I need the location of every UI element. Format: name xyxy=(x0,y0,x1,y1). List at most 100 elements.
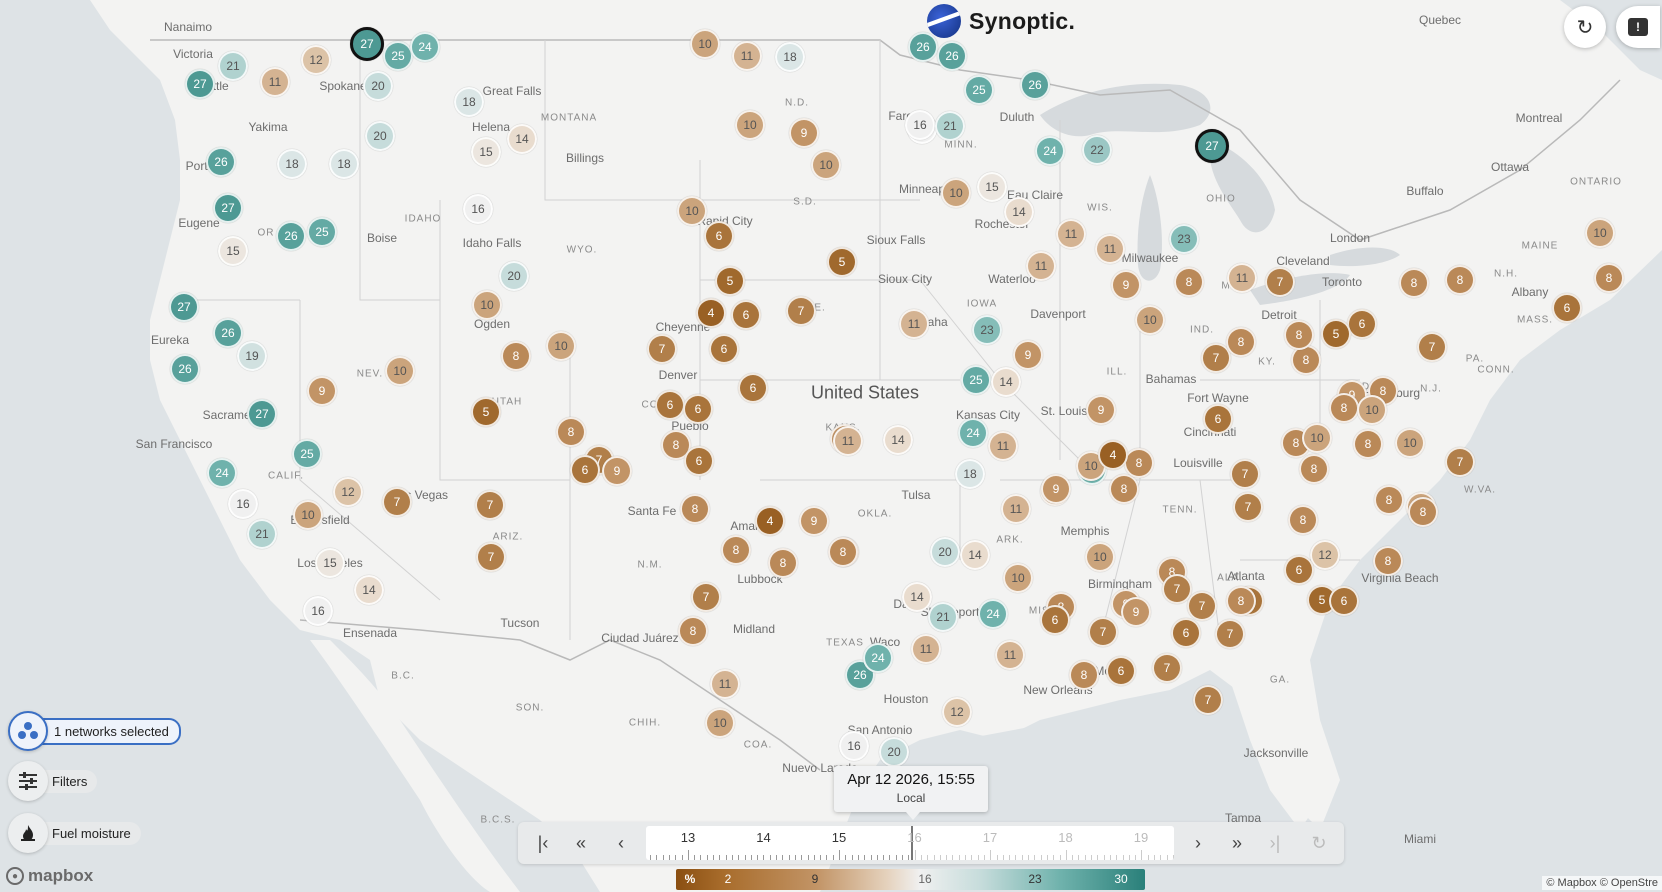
station-marker[interactable]: 10 xyxy=(1395,428,1425,458)
station-marker[interactable]: 8 xyxy=(1174,267,1204,297)
station-marker[interactable]: 7 xyxy=(786,296,816,326)
station-marker[interactable]: 8 xyxy=(501,341,531,371)
station-marker[interactable]: 8 xyxy=(1299,454,1329,484)
station-marker[interactable]: 24 xyxy=(207,458,237,488)
station-marker[interactable]: 4 xyxy=(1098,440,1128,470)
station-marker[interactable]: 7 xyxy=(1417,332,1447,362)
station-marker[interactable]: 9 xyxy=(1121,597,1151,627)
station-marker[interactable]: 10 xyxy=(811,150,841,180)
station-marker[interactable]: 7 xyxy=(1445,447,1475,477)
station-marker[interactable]: 8 xyxy=(1288,505,1318,535)
filters-control[interactable]: Filters xyxy=(8,761,98,801)
station-marker[interactable]: 16 xyxy=(839,731,869,761)
station-marker[interactable]: 9 xyxy=(789,118,819,148)
fire-icon[interactable] xyxy=(8,813,48,853)
station-marker[interactable]: 6 xyxy=(731,300,761,330)
station-marker[interactable]: 24 xyxy=(958,418,988,448)
station-marker[interactable]: 16 xyxy=(228,489,258,519)
station-marker[interactable]: 6 xyxy=(1329,586,1359,616)
station-marker[interactable]: 6 xyxy=(1284,555,1314,585)
station-marker[interactable]: 18 xyxy=(454,87,484,117)
station-marker[interactable]: 5 xyxy=(715,266,745,296)
station-marker[interactable]: 11 xyxy=(260,67,290,97)
station-marker[interactable]: 8 xyxy=(678,616,708,646)
station-marker[interactable]: 8 xyxy=(721,535,751,565)
variable-label[interactable]: Fuel moisture xyxy=(30,821,141,845)
station-marker[interactable]: 15 xyxy=(471,137,501,167)
station-marker[interactable]: 21 xyxy=(218,51,248,81)
station-marker[interactable]: 9 xyxy=(307,376,337,406)
station-marker[interactable]: 7 xyxy=(1265,267,1295,297)
station-marker[interactable]: 25 xyxy=(383,41,413,71)
station-marker[interactable]: 10 xyxy=(735,110,765,140)
station-marker[interactable]: 15 xyxy=(218,236,248,266)
station-marker[interactable]: 8 xyxy=(768,548,798,578)
station-marker[interactable]: 6 xyxy=(683,394,713,424)
station-marker[interactable]: 7 xyxy=(1215,619,1245,649)
station-marker[interactable]: 10 xyxy=(705,708,735,738)
station-marker[interactable]: 7 xyxy=(382,487,412,517)
station-marker[interactable]: 8 xyxy=(1373,546,1403,576)
station-marker[interactable]: 10 xyxy=(1585,218,1615,248)
station-marker[interactable]: 11 xyxy=(710,669,740,699)
station-marker[interactable]: 7 xyxy=(1162,574,1192,604)
station-marker[interactable]: 6 xyxy=(704,221,734,251)
station-marker[interactable]: 8 xyxy=(1226,586,1256,616)
station-marker[interactable]: 27 xyxy=(247,399,277,429)
networks-control[interactable]: 1 networks selected xyxy=(8,711,181,751)
mapbox-logo[interactable]: ● mapbox xyxy=(6,866,93,886)
station-marker[interactable]: 6 xyxy=(738,373,768,403)
station-marker[interactable]: 7 xyxy=(1233,492,1263,522)
station-marker[interactable]: 10 xyxy=(677,196,707,226)
station-marker[interactable]: 5 xyxy=(1321,319,1351,349)
station-marker[interactable]: 25 xyxy=(307,217,337,247)
station-marker[interactable]: 7 xyxy=(691,582,721,612)
station-marker[interactable]: 27 xyxy=(1195,129,1229,163)
station-marker[interactable]: 11 xyxy=(988,431,1018,461)
station-marker[interactable]: 27 xyxy=(213,193,243,223)
station-marker[interactable]: 11 xyxy=(1095,234,1125,264)
station-marker[interactable]: 7 xyxy=(1230,459,1260,489)
feedback-button[interactable]: ! xyxy=(1616,6,1660,48)
station-marker[interactable]: 20 xyxy=(363,71,393,101)
station-marker[interactable]: 7 xyxy=(476,542,506,572)
station-marker[interactable]: 8 xyxy=(1374,485,1404,515)
filters-icon[interactable] xyxy=(8,761,48,801)
station-marker[interactable]: 10 xyxy=(1357,395,1387,425)
station-marker[interactable]: 6 xyxy=(570,455,600,485)
station-marker[interactable]: 14 xyxy=(991,367,1021,397)
station-marker[interactable]: 26 xyxy=(276,221,306,251)
station-marker[interactable]: 25 xyxy=(961,365,991,395)
station-marker[interactable]: 4 xyxy=(755,506,785,536)
station-marker[interactable]: 8 xyxy=(1445,265,1475,295)
station-marker[interactable]: 27 xyxy=(185,69,215,99)
station-marker[interactable]: 7 xyxy=(475,490,505,520)
station-marker[interactable]: 11 xyxy=(732,41,762,71)
station-marker[interactable]: 26 xyxy=(206,147,236,177)
station-marker[interactable]: 26 xyxy=(1020,70,1050,100)
station-marker[interactable]: 6 xyxy=(1106,656,1136,686)
station-marker[interactable]: 16 xyxy=(303,596,333,626)
station-marker[interactable]: 23 xyxy=(972,315,1002,345)
station-marker[interactable]: 8 xyxy=(1109,474,1139,504)
station-marker[interactable]: 7 xyxy=(1201,343,1231,373)
station-marker[interactable]: 24 xyxy=(1035,136,1065,166)
station-marker[interactable]: 10 xyxy=(941,178,971,208)
station-marker[interactable]: 24 xyxy=(410,32,440,62)
step-back-fast-button[interactable]: « xyxy=(566,828,596,858)
station-marker[interactable]: 14 xyxy=(1004,197,1034,227)
timeline-cursor[interactable] xyxy=(911,826,913,860)
station-marker[interactable]: 8 xyxy=(680,494,710,524)
station-marker[interactable]: 7 xyxy=(1187,591,1217,621)
station-marker[interactable]: 25 xyxy=(292,439,322,469)
networks-icon[interactable] xyxy=(8,711,48,751)
station-marker[interactable]: 10 xyxy=(690,29,720,59)
station-marker[interactable]: 18 xyxy=(329,149,359,179)
variable-control[interactable]: Fuel moisture xyxy=(8,813,141,853)
station-marker[interactable]: 11 xyxy=(1026,251,1056,281)
station-marker[interactable]: 18 xyxy=(955,459,985,489)
skip-first-button[interactable]: |‹ xyxy=(528,828,558,858)
station-marker[interactable]: 8 xyxy=(556,417,586,447)
station-marker[interactable]: 9 xyxy=(1013,340,1043,370)
reload-time-button[interactable]: ↻ xyxy=(1304,828,1334,858)
